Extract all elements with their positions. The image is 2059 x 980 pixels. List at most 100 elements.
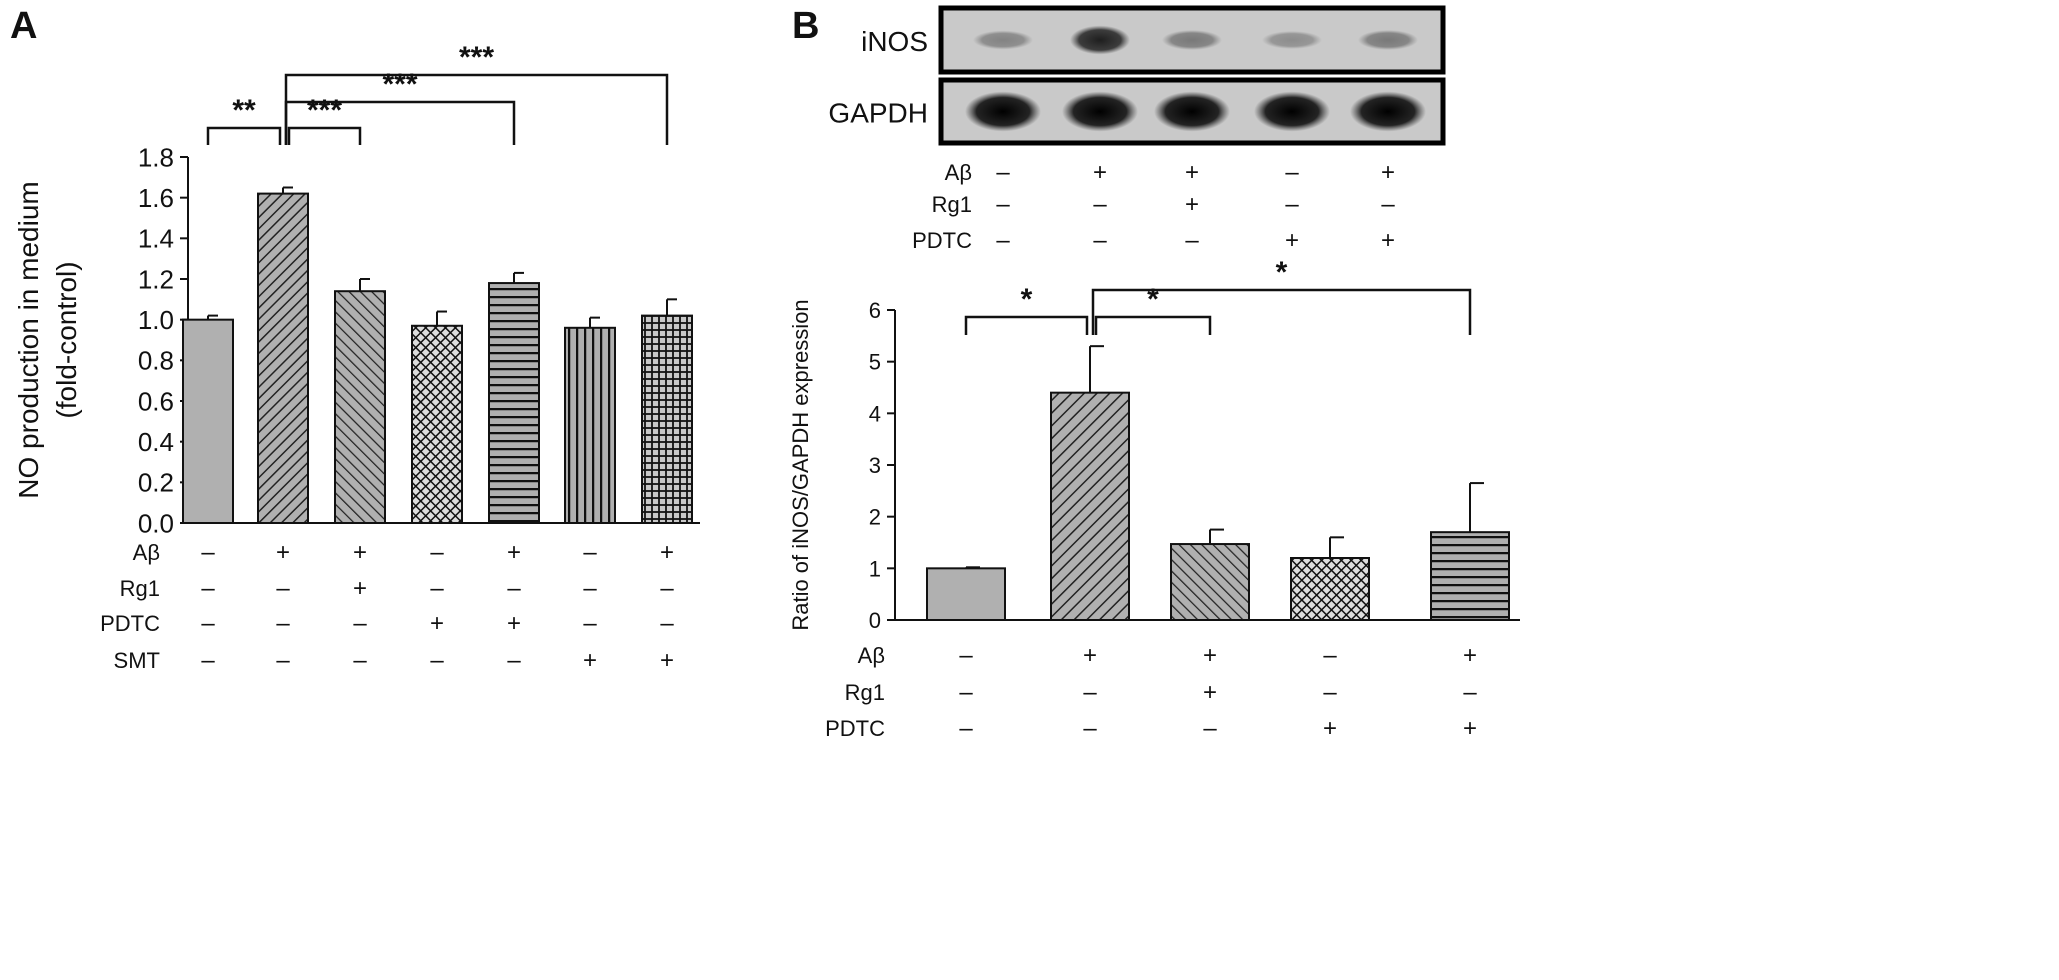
y-tick-label: 1.8 — [138, 142, 174, 172]
treatment-sign: + — [660, 647, 674, 674]
treatment-sign: + — [583, 647, 597, 674]
treatment-sign: – — [996, 227, 1010, 254]
y-tick-label: 1 — [869, 556, 881, 581]
treatment-sign: – — [507, 575, 521, 602]
treatment-sign: – — [430, 575, 444, 602]
treatment-label: Rg1 — [932, 192, 972, 217]
bar — [1170, 543, 1250, 621]
significance-label: *** — [382, 68, 417, 101]
treatment-sign: – — [353, 647, 367, 674]
treatment-sign: + — [276, 539, 290, 566]
treatment-sign: – — [1285, 191, 1299, 218]
significance-bracket — [1094, 315, 1212, 335]
treatment-sign: – — [201, 647, 215, 674]
significance-bracket — [964, 315, 1089, 335]
bar — [488, 282, 540, 525]
treatment-sign: – — [959, 642, 973, 669]
treatment-sign: – — [1285, 159, 1299, 186]
chart-a: 0.0 0.2 0.4 0.6 0.8 1.0 1.2 1.4 1.6 1.8 NO product… — [13, 41, 700, 674]
blot-band — [1358, 30, 1418, 50]
treatment-sign: – — [276, 647, 290, 674]
blot-band — [1262, 31, 1322, 49]
treatment-sign: + — [1285, 227, 1299, 254]
treatment-sign: + — [1203, 642, 1217, 669]
y-axis-label: Ratio of iNOS/GAPDH expression — [788, 299, 813, 630]
treatment-label: Rg1 — [120, 576, 160, 601]
significance-bracket — [206, 126, 282, 145]
treatment-sign: – — [996, 191, 1010, 218]
treatment-sign: – — [276, 610, 290, 637]
significance-bracket — [1091, 288, 1472, 335]
treatment-sign: – — [660, 575, 674, 602]
treatment-label: Aβ — [133, 540, 160, 565]
blot-band — [973, 30, 1033, 50]
treatment-sign: – — [201, 575, 215, 602]
treatment-sign: + — [430, 610, 444, 637]
treatment-sign: + — [353, 539, 367, 566]
bar — [1290, 557, 1370, 621]
bar — [926, 567, 1006, 621]
treatment-sign: – — [276, 575, 290, 602]
treatment-sign: – — [1093, 227, 1107, 254]
treatment-sign: – — [201, 610, 215, 637]
panel-b-label: B — [792, 5, 819, 47]
significance-label: * — [1147, 283, 1159, 316]
bar — [257, 192, 309, 524]
bar — [182, 318, 234, 524]
treatment-sign: – — [1083, 679, 1097, 706]
y-tick-label: 0 — [869, 608, 881, 633]
blot-band — [1350, 91, 1426, 132]
treatment-label: Rg1 — [845, 680, 885, 705]
treatment-sign: – — [959, 679, 973, 706]
treatment-label: Aβ — [858, 643, 885, 668]
y-tick-label: 1.6 — [138, 183, 174, 213]
blot-row-label: iNOS — [861, 26, 928, 57]
bar — [334, 290, 386, 525]
treatment-sign: + — [507, 610, 521, 637]
significance-label: * — [1021, 283, 1033, 316]
panel-a-label: A — [10, 5, 37, 47]
significance-bracket — [287, 126, 362, 145]
blot-band — [1062, 91, 1138, 132]
bar — [411, 324, 463, 524]
treatment-label: Aβ — [945, 160, 972, 185]
treatment-sign: – — [1323, 679, 1337, 706]
y-tick-label: 5 — [869, 350, 881, 375]
treatment-sign: + — [1093, 159, 1107, 186]
bar — [1430, 531, 1510, 622]
significance-bracket — [284, 73, 669, 145]
treatment-sign: – — [201, 539, 215, 566]
treatment-sign: – — [996, 159, 1010, 186]
treatment-sign: + — [1323, 715, 1337, 742]
treatment-sign: + — [1463, 642, 1477, 669]
y-tick-label: 6 — [869, 298, 881, 323]
y-tick-label: 2 — [869, 505, 881, 530]
blot-band — [1254, 91, 1330, 132]
treatment-sign: + — [1185, 191, 1199, 218]
significance-label: * — [1276, 256, 1288, 289]
treatment-sign: – — [507, 647, 521, 674]
treatment-sign: – — [1093, 191, 1107, 218]
treatment-sign: + — [660, 539, 674, 566]
blot-band — [965, 91, 1041, 132]
treatment-sign: – — [583, 610, 597, 637]
y-axis-label-line2: (fold-control) — [51, 261, 82, 418]
treatment-sign: + — [1203, 679, 1217, 706]
treatment-sign: – — [430, 539, 444, 566]
treatment-sign: + — [1381, 159, 1395, 186]
treatment-sign: – — [1323, 642, 1337, 669]
treatment-sign: – — [1203, 715, 1217, 742]
y-tick-label: 0.6 — [138, 386, 174, 416]
treatment-sign: – — [660, 610, 674, 637]
treatment-sign: + — [353, 575, 367, 602]
y-tick-label: 1.0 — [138, 305, 174, 335]
treatment-sign: – — [583, 539, 597, 566]
treatment-sign: – — [959, 715, 973, 742]
treatment-sign: + — [507, 539, 521, 566]
y-tick-label: 0.4 — [138, 427, 174, 457]
treatment-sign: – — [1463, 679, 1477, 706]
treatment-sign: + — [1463, 715, 1477, 742]
treatment-sign: – — [1083, 715, 1097, 742]
